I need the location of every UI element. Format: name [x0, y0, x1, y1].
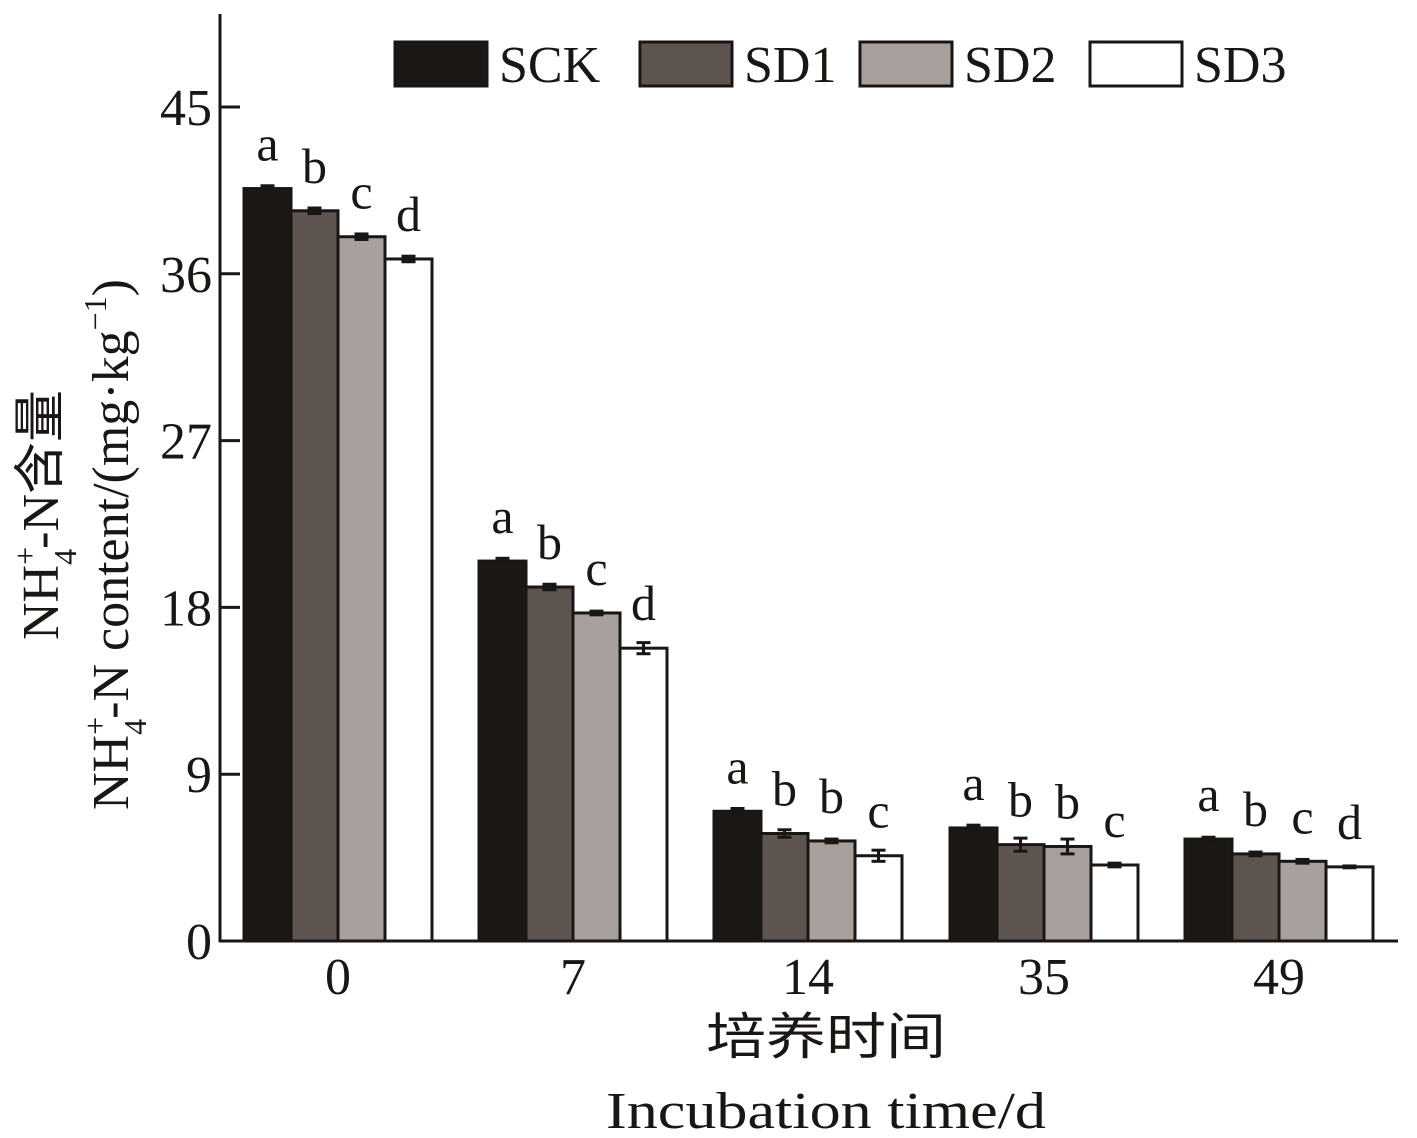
significance-letter: b [537, 514, 562, 570]
significance-letter: a [256, 116, 278, 172]
x-tick-label: 0 [325, 949, 351, 1006]
bar-sd3-7 [618, 646, 669, 943]
significance-letter: b [1008, 772, 1033, 828]
bar-sck-14 [712, 809, 763, 943]
y-label-en-sub: 4 [117, 719, 153, 735]
bar-sck-7 [477, 559, 528, 943]
legend-label: SD3 [1194, 37, 1286, 94]
significance-letter: b [302, 138, 327, 194]
significance-letter: b [819, 768, 844, 824]
y-tick-label: 45 [160, 80, 212, 137]
y-label-en-rest: -N content/(mg·kg [83, 330, 140, 718]
svg-text:NH+4-N含量: NH+ 4-N含量 [7, 390, 83, 640]
legend-item-sd2: SD2 [858, 37, 1056, 94]
y-label-en-sup: + [77, 717, 113, 735]
significance-letter: c [350, 164, 372, 220]
significance-letter: b [1055, 773, 1080, 829]
y-label-cn-rest: -N含量 [13, 390, 70, 549]
y-tick-label: 27 [160, 414, 212, 471]
x-tick-label: 49 [1253, 949, 1305, 1006]
legend-label: SD1 [744, 37, 836, 94]
x-tick-labels: 0 7 14 35 49 [325, 949, 1305, 1006]
y-axis-label-cn: NH+ 4-N含量 [7, 390, 83, 640]
bar-sd3-49 [1324, 865, 1375, 943]
significance-letter: c [1291, 788, 1313, 844]
legend-item-sd1: SD1 [638, 37, 836, 94]
x-axis-label-en: Incubation time/d [606, 1083, 1046, 1138]
y-label-cn-nh: NH [13, 565, 70, 640]
y-label-en-nh: NH [83, 735, 140, 810]
bar-sck-0 [242, 187, 293, 943]
y-ticks: 0 9 18 27 36 45 [160, 80, 240, 971]
bar-sd2-49 [1277, 859, 1328, 943]
y-tick-label: 0 [186, 914, 212, 971]
bar-sd1-35 [995, 843, 1046, 943]
bar-sd2-14 [806, 839, 857, 943]
x-tick-label: 35 [1018, 949, 1070, 1006]
significance-letter: a [491, 488, 513, 544]
y-label-cn-sub: 4 [47, 549, 83, 565]
bar-sck-35 [948, 826, 999, 943]
y-tick-label: 36 [160, 247, 212, 304]
legend-swatch [393, 40, 489, 88]
significance-letter: d [631, 575, 656, 631]
bar-sd3-14 [853, 854, 904, 943]
bar-sd3-0 [383, 257, 434, 943]
y-label-cn-sup: + [7, 547, 43, 565]
y-label-en-close: ) [83, 279, 140, 296]
significance-letter: c [1103, 792, 1125, 848]
x-tick-label: 14 [782, 949, 834, 1006]
significance-letter: b [772, 761, 797, 817]
svg-text:NH+4-N content/(mg·kg−1): NH+ 4-N content/(mg·kg−1) [77, 279, 153, 810]
significance-letter: a [726, 738, 748, 794]
legend-item-sck: SCK [393, 37, 601, 94]
bar-sd2-35 [1042, 844, 1093, 943]
bar-sd1-49 [1230, 852, 1281, 943]
legend-swatch [638, 40, 734, 88]
significance-letter: a [962, 755, 984, 811]
significance-letter: d [396, 186, 421, 242]
bar-sd1-0 [289, 209, 340, 943]
bar-sd1-7 [524, 585, 575, 943]
legend-swatch [858, 40, 954, 88]
x-axis-label-cn: 培养时间 [706, 1009, 946, 1065]
bar-sd3-35 [1089, 863, 1140, 943]
significance-letter: c [585, 540, 607, 596]
y-axis-label-en: NH+ 4-N content/(mg·kg−1) [77, 279, 153, 810]
legend: SCK SD1 SD2 SD3 [393, 37, 1286, 94]
bar-sd2-0 [336, 235, 387, 943]
x-tick-label: 7 [560, 949, 586, 1006]
bars: a b c da b cda b b c a b b c a b c d [242, 116, 1375, 943]
legend-label: SCK [499, 37, 601, 94]
legend-item-sd3: SD3 [1088, 37, 1286, 94]
bar-sck-49 [1183, 837, 1234, 943]
bar-sd1-14 [759, 832, 810, 943]
significance-letter: b [1243, 781, 1268, 837]
legend-swatch [1088, 40, 1184, 88]
y-label-en-exp: −1 [77, 296, 113, 330]
significance-letter: a [1197, 766, 1219, 822]
y-tick-label: 18 [160, 580, 212, 637]
y-tick-label: 9 [186, 747, 212, 804]
bar-sd2-7 [571, 611, 622, 943]
significance-letter: c [867, 783, 889, 839]
significance-letter: d [1337, 794, 1362, 850]
legend-label: SD2 [964, 37, 1056, 94]
